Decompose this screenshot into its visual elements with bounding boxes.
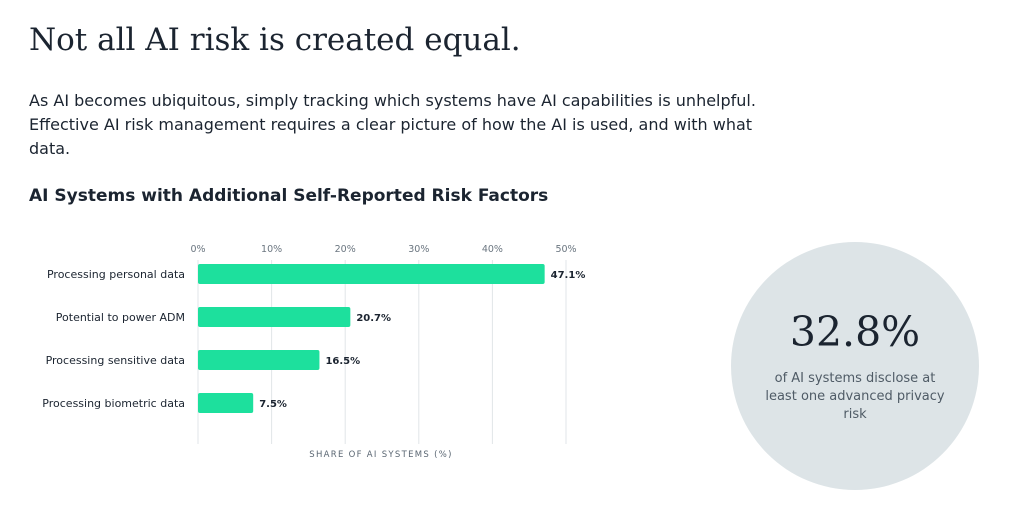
bar [198,350,320,370]
bar [198,264,545,284]
stat-value: 32.8% [789,308,921,356]
chart-gridlines [197,260,567,444]
category-label: Processing biometric data [42,397,185,410]
category-labels: Processing personal data Potential to pow… [42,268,185,410]
category-label: Processing sensitive data [46,354,185,367]
bar [198,393,254,413]
x-tick-label: 30% [408,244,429,255]
category-label: Potential to power ADM [56,311,185,324]
data-labels: 47.1% 20.7% 16.5% 7.5% [259,270,585,410]
x-tick-label: 0% [190,244,205,255]
bar-chart: 0% 10% 20% 30% 40% 50% Processing personal da… [42,244,585,460]
intro-paragraph: As AI becomes ubiquitous, simply trackin… [29,91,756,158]
x-axis-ticks: 0% 10% 20% 30% 40% 50% [190,244,576,255]
stat-circle: 32.8% of AI systems disclose at least on… [731,242,979,490]
x-axis-label: SHARE OF AI SYSTEMS (%) [309,450,452,460]
data-label: 7.5% [259,399,287,410]
x-tick-label: 20% [335,244,356,255]
data-label: 20.7% [356,313,391,324]
stat-caption: of AI systems disclose at least one adva… [765,371,945,422]
bar [198,307,351,327]
category-label: Processing personal data [47,268,185,281]
page-title: Not all AI risk is created equal. [29,22,521,58]
x-tick-label: 40% [482,244,503,255]
x-tick-label: 10% [261,244,282,255]
chart-title: AI Systems with Additional Self-Reported… [29,186,549,206]
data-label: 47.1% [551,270,586,281]
data-label: 16.5% [325,356,360,367]
x-tick-label: 50% [555,244,576,255]
chart-bars [198,264,545,413]
